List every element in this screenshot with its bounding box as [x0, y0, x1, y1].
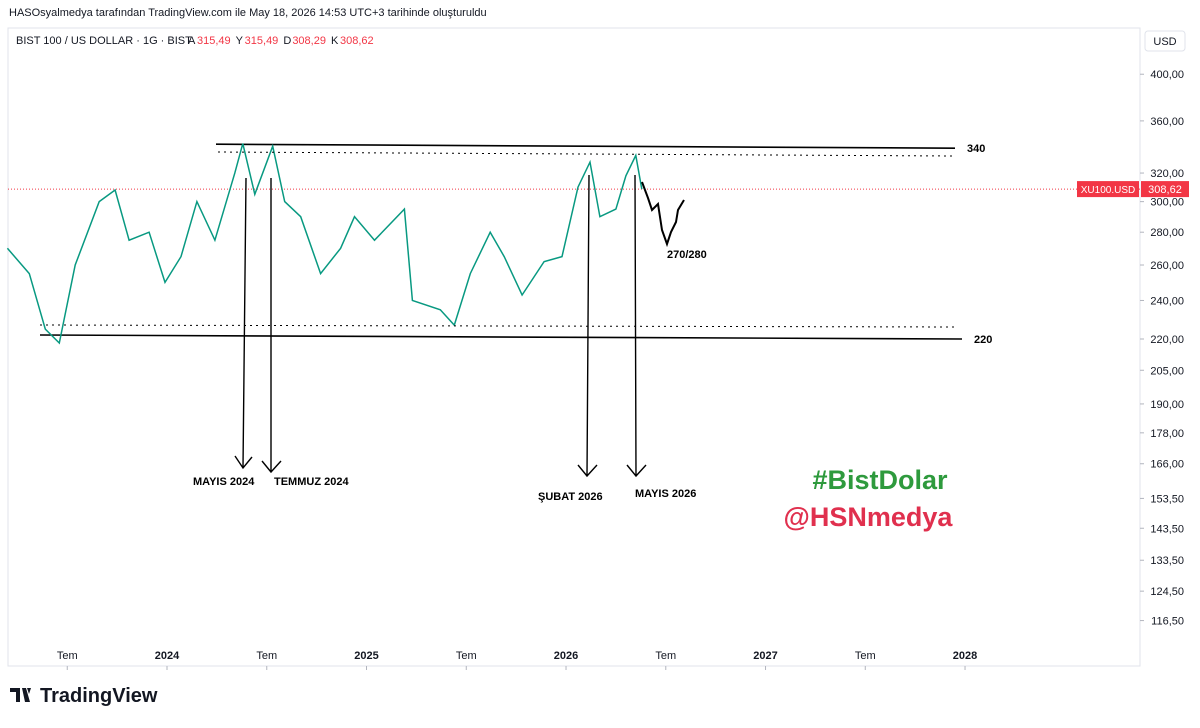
caption: HASOsyalmedya tarafından TradingView.com…	[9, 7, 487, 19]
dotted-line	[39, 324, 956, 328]
ohlc-key: K	[331, 35, 339, 47]
arrows	[234, 174, 685, 478]
currency-button[interactable]	[1144, 30, 1186, 52]
ohlc-value: 308,29	[292, 35, 326, 47]
projection	[641, 181, 685, 248]
ohlc-value: 308,62	[340, 35, 374, 47]
handle: @HSNmedya	[784, 502, 954, 532]
y-tick-label: 320,00	[1150, 168, 1184, 180]
date-label: MAYIS 2024	[193, 476, 255, 488]
symbol: BIST 100 / US DOLLAR · 1G · BIST	[16, 35, 192, 47]
price-tag-name-text: XU100.USD	[1081, 185, 1135, 196]
date-label: TEMMUZ 2024	[274, 476, 349, 488]
x-tick-label: 2027	[753, 650, 777, 662]
plot: 116,50 124,50 133,50 143,50 153,50 166,00 178,…	[6, 69, 1189, 670]
arrow	[234, 177, 253, 470]
dotted-line	[217, 151, 953, 157]
x-tick-label: 2026	[554, 650, 578, 662]
level-label: 340	[967, 143, 985, 155]
ohlc-key: D	[283, 35, 291, 47]
hashtag: #BistDolar	[812, 465, 948, 495]
arrow	[261, 178, 282, 474]
level-line	[215, 143, 956, 150]
arrow	[626, 174, 647, 478]
y-tick-label: 280,00	[1150, 227, 1184, 239]
x-tick-label: Tem	[655, 650, 676, 662]
ohlc-key: Y	[236, 35, 244, 47]
y-tick-label: 133,50	[1150, 555, 1184, 567]
x-tick-label: Tem	[456, 650, 477, 662]
level-label: 220	[974, 334, 992, 346]
y-tick-label: 124,50	[1150, 586, 1184, 598]
y-tick-label: 116,50	[1151, 616, 1184, 628]
price-tag-name	[1077, 181, 1139, 198]
level-line	[39, 334, 963, 340]
y-tick-label: 205,00	[1150, 365, 1184, 377]
y-tick-label: 360,00	[1150, 116, 1184, 128]
x-tick-label: 2028	[953, 650, 977, 662]
y-tick-label: 260,00	[1150, 260, 1184, 272]
ohlc-value: 315,49	[245, 35, 279, 47]
price-line	[6, 143, 643, 345]
ohlc-key: A	[188, 35, 196, 47]
y-tick-label: 220,00	[1150, 334, 1184, 346]
x-tick-label: Tem	[855, 650, 876, 662]
price-tag-text: 308,62	[1148, 184, 1182, 196]
y-tick-label: 240,00	[1150, 295, 1184, 307]
y-tick-label: 153,50	[1150, 493, 1184, 505]
logo: TradingView	[40, 685, 158, 707]
y-tick-label: 190,00	[1150, 399, 1184, 411]
plot-frame	[7, 27, 1141, 667]
logo-icon	[10, 688, 31, 702]
x-tick-label: Tem	[57, 650, 78, 662]
y-tick-label: 400,00	[1150, 69, 1184, 81]
y-tick-label: 300,00	[1150, 197, 1184, 209]
target-label: 270/280	[667, 249, 707, 261]
arrow	[577, 174, 598, 478]
x-tick-label: Tem	[256, 650, 277, 662]
ohlc-value: 315,49	[197, 35, 231, 47]
y-tick-label: 178,00	[1150, 428, 1184, 440]
currency[interactable]: USD	[1153, 36, 1176, 48]
y-tick-label: 143,50	[1150, 523, 1184, 535]
date-label: ŞUBAT 2026	[538, 491, 603, 503]
x-tick-label: 2024	[155, 650, 180, 662]
x-tick-label: 2025	[354, 650, 378, 662]
price-tag	[1141, 181, 1189, 198]
date-label: MAYIS 2026	[635, 488, 696, 500]
y-tick-label: 166,00	[1150, 459, 1184, 471]
